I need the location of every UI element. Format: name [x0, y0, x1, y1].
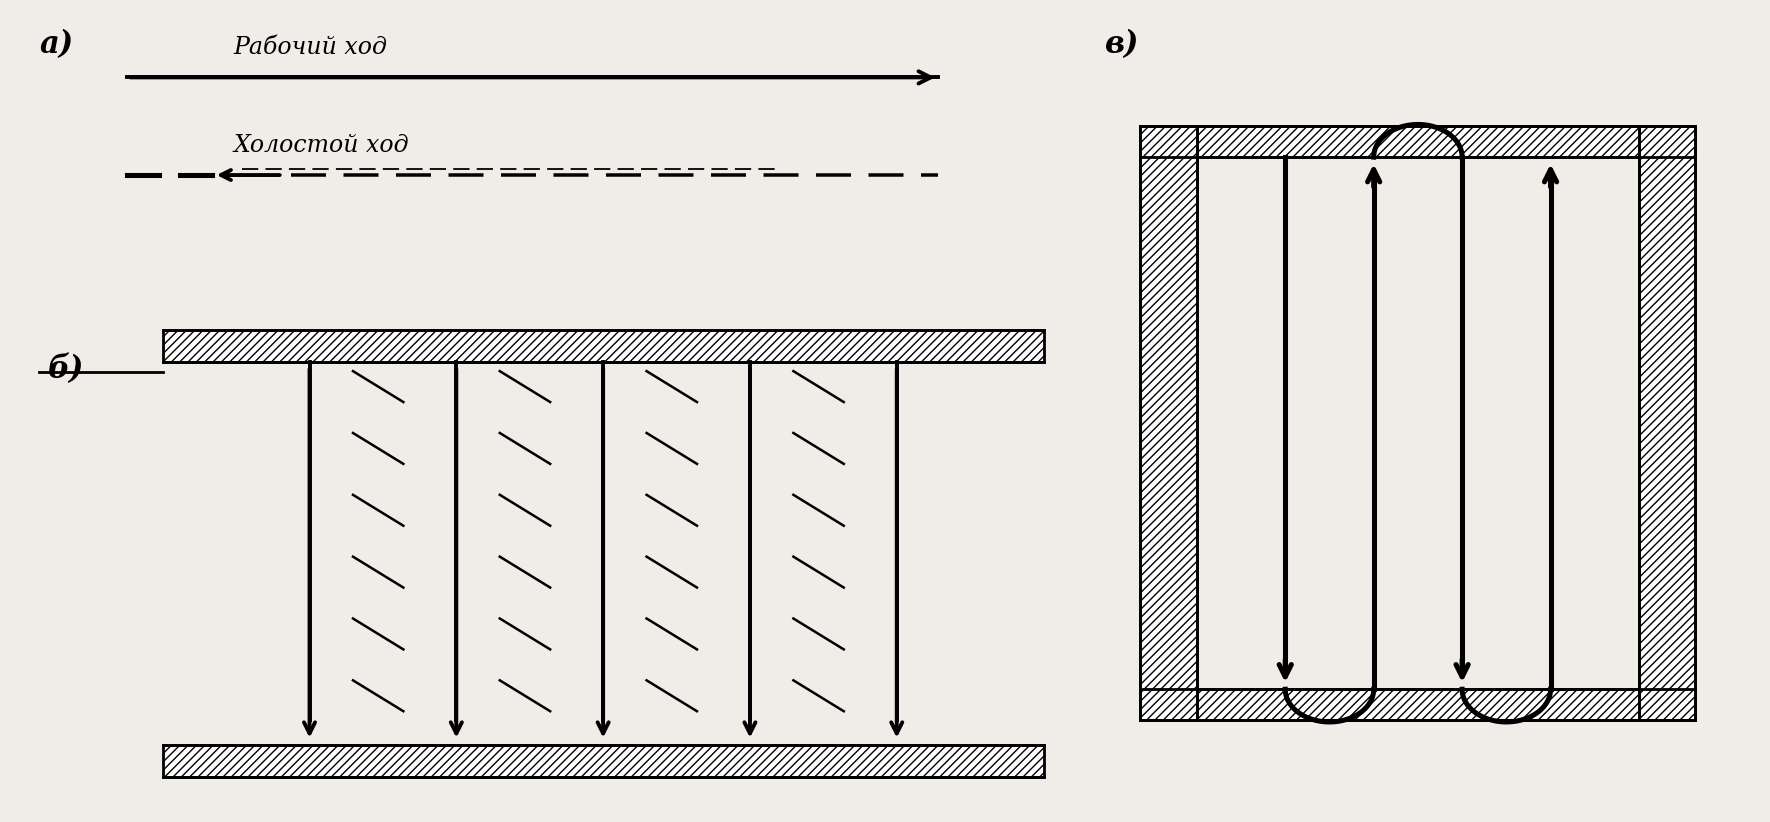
Text: Рабочий ход: Рабочий ход [234, 36, 388, 59]
FancyBboxPatch shape [163, 330, 1044, 363]
Text: а): а) [39, 29, 74, 59]
FancyBboxPatch shape [1140, 127, 1696, 157]
FancyBboxPatch shape [163, 745, 1044, 777]
Text: Холостой ход: Холостой ход [234, 134, 409, 157]
Text: в): в) [1104, 29, 1140, 59]
FancyBboxPatch shape [1639, 127, 1696, 720]
FancyBboxPatch shape [1140, 690, 1696, 720]
Text: б): б) [48, 354, 85, 385]
FancyBboxPatch shape [1140, 127, 1197, 720]
